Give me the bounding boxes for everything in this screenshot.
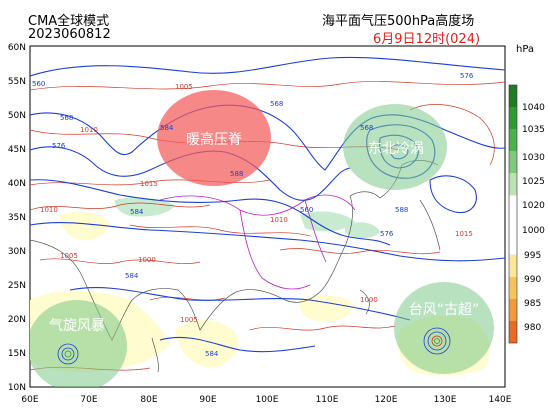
legend-swatch-1025 — [509, 151, 517, 173]
legend-label: 1035 — [522, 125, 545, 135]
legend-label: 1030 — [522, 153, 545, 163]
legend-swatch-1040 — [509, 85, 517, 107]
warm-ridge-marker — [157, 90, 271, 186]
legend-frame — [508, 84, 518, 344]
isobar-label: 1000 — [138, 256, 156, 264]
contour-label: 568 — [360, 124, 373, 132]
typhoon-label: 台风“古超” — [409, 302, 480, 318]
high-pressure-shading — [114, 197, 380, 239]
lon-label: 140E — [489, 395, 512, 405]
contour-label: 576 — [460, 72, 474, 80]
cold-vortex-marker — [343, 104, 447, 190]
lat-label: 15N — [8, 349, 26, 359]
lat-label: 55N — [8, 77, 26, 87]
cyclone-center — [57, 343, 79, 365]
typhoon-center — [423, 327, 451, 355]
contour-label: 560 — [300, 206, 313, 214]
legend-swatch-1000 — [508, 194, 518, 256]
legend-swatch-995 — [509, 255, 517, 277]
latitude-labels: 60N 55N 50N 45N 40N 35N 30N 25N 20N 15N … — [8, 43, 26, 393]
lat-label: 45N — [8, 145, 26, 155]
lon-label: 60E — [21, 395, 38, 405]
isobar-label: 1015 — [140, 180, 158, 188]
contour-label: 584 — [160, 124, 174, 132]
cyclone-label: 气旋风暴 — [49, 318, 105, 334]
lon-label: 110E — [316, 395, 339, 405]
isobar-labels: 1005 1010 1015 1010 1005 1000 1010 1015 … — [40, 83, 473, 324]
cold-vortex-label: 东北冷涡 — [368, 141, 424, 157]
isobar-label: 1010 — [270, 216, 288, 224]
warm-ridge-label: 暖高压脊 — [186, 131, 242, 148]
contour-label: 588 — [230, 170, 243, 178]
legend-label: 1020 — [522, 201, 545, 211]
lat-label: 20N — [8, 315, 26, 325]
model-name: CMA全球模式 — [28, 14, 110, 29]
contour-label: 576 — [380, 230, 394, 238]
typhoon-marker — [394, 282, 494, 374]
lat-label: 10N — [8, 383, 26, 393]
height-contours — [30, 56, 505, 353]
legend-label: 1040 — [522, 103, 545, 113]
legend-label: 985 — [524, 299, 541, 309]
cyclone-marker — [30, 300, 127, 387]
lon-label: 100E — [256, 395, 279, 405]
lon-label: 90E — [199, 395, 216, 405]
lat-label: 25N — [8, 281, 26, 291]
lat-label: 30N — [8, 247, 26, 257]
isobar-label: 1010 — [40, 206, 58, 214]
longitude-labels: 60E 70E 80E 90E 100E 110E 120E 130E 140E — [21, 395, 511, 405]
isobar-label: 1015 — [455, 230, 473, 238]
legend-swatch-980 — [509, 321, 517, 343]
valid-time: 6月9日12时(024) — [373, 32, 481, 47]
lon-label: 120E — [375, 395, 398, 405]
contour-label: 588 — [395, 206, 408, 214]
height-contour-labels: 560 568 576 584 588 560 568 576 584 588 … — [32, 72, 474, 358]
contour-label: 560 — [32, 80, 45, 88]
pressure-legend: 1040 1035 1030 1025 1020 1000 995 990 98… — [508, 84, 545, 344]
contour-label: 584 — [125, 272, 139, 280]
contour-label: 568 — [60, 114, 73, 122]
legend-label: 1000 — [522, 226, 545, 236]
contour-label: 576 — [52, 142, 66, 150]
legend-label: 980 — [524, 323, 541, 333]
isobar-label: 1005 — [60, 252, 78, 260]
lat-label: 60N — [8, 43, 26, 53]
lon-label: 80E — [140, 395, 157, 405]
legend-swatch-1030 — [509, 129, 517, 151]
legend-unit: hPa — [516, 44, 535, 55]
legend-label: 990 — [524, 275, 541, 285]
legend-swatch-990 — [509, 277, 517, 299]
contour-label: 568 — [270, 100, 283, 108]
legend-swatch-1020 — [509, 173, 517, 195]
isobar-label: 1005 — [180, 316, 198, 324]
init-time: 2023060812 — [28, 27, 111, 42]
isobar-label: 1010 — [80, 126, 98, 134]
lon-label: 70E — [80, 395, 97, 405]
map-title: 海平面气压500hPa高度场 — [322, 14, 475, 29]
legend-swatch-985 — [509, 299, 517, 321]
lat-label: 50N — [8, 111, 26, 121]
lat-label: 35N — [8, 213, 26, 223]
contour-label: 584 — [205, 350, 219, 358]
legend-label: 1025 — [522, 177, 545, 187]
lat-label: 40N — [8, 179, 26, 189]
legend-swatch-1035 — [509, 107, 517, 129]
lon-label: 130E — [434, 395, 457, 405]
isobar-label: 1000 — [360, 296, 378, 304]
isobar-label: 1005 — [175, 83, 193, 91]
contour-label: 584 — [130, 208, 144, 216]
legend-label: 995 — [524, 251, 541, 261]
